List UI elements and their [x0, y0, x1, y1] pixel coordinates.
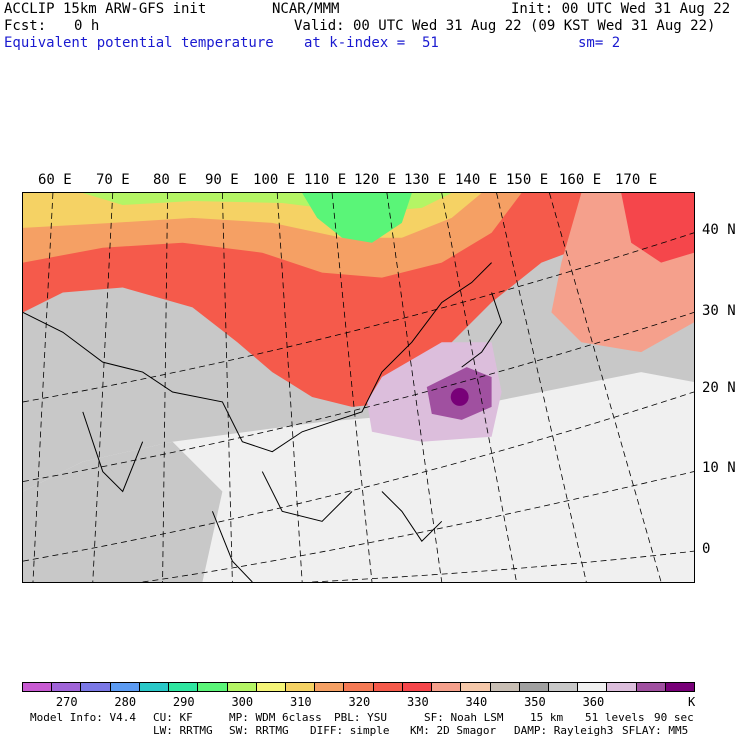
lon-label: 70 E	[96, 172, 130, 188]
lon-label: 160 E	[559, 172, 602, 188]
footer-sf: SF: Noah LSM	[424, 711, 504, 724]
lat-label: 40 N	[702, 222, 736, 238]
colorbar-swatch	[607, 683, 637, 691]
colorbar-swatch	[519, 683, 549, 691]
footer-levels: 51 levels	[585, 711, 645, 724]
footer-mp: MP: WDM 6class	[229, 711, 322, 724]
lon-label: 130 E	[404, 172, 447, 188]
footer-model-info: Model Info: V4.4	[30, 711, 136, 724]
coastlines	[23, 262, 503, 582]
colorbar-swatch	[227, 683, 257, 691]
lon-label: 170 E	[615, 172, 658, 188]
footer-sw: SW: RRTMG	[229, 724, 289, 737]
colorbar	[22, 682, 695, 692]
footer-pbl: PBL: YSU	[334, 711, 387, 724]
colorbar-tick-label: 320	[348, 695, 371, 709]
colorbar-swatch	[373, 683, 403, 691]
colorbar-tick-label: 270	[55, 695, 78, 709]
colorbar-swatch	[344, 683, 374, 691]
colorbar-tick-label: 310	[289, 695, 312, 709]
colorbar-tick-label: 280	[114, 695, 137, 709]
colorbar-swatch	[432, 683, 462, 691]
warm-band-330K	[23, 193, 694, 407]
forecast-hour: 0 h	[74, 18, 100, 34]
band-290K	[302, 193, 412, 243]
colorbar-swatch	[315, 683, 345, 691]
colorbar-swatch	[81, 683, 111, 691]
colorbar-tick-label: 330	[407, 695, 429, 709]
colorbar-swatch	[256, 683, 286, 691]
valid-time: Valid: 00 UTC Wed 31 Aug 22 (09 KST Wed …	[294, 18, 716, 34]
pacific-plume-core	[621, 193, 694, 263]
footer-damp: DAMP: Rayleigh3	[514, 724, 614, 737]
colorbar-swatch	[285, 683, 316, 691]
footer-timestep: 90 sec	[654, 711, 694, 724]
lon-label: 120 E	[354, 172, 397, 188]
lon-label: 100 E	[253, 172, 296, 188]
colorbar-swatch	[139, 683, 170, 691]
footer-lw: LW: RRTMG	[153, 724, 213, 737]
colorbar-tick-label: 360	[582, 695, 605, 709]
model-title: ACCLIP 15km ARW-GFS init	[4, 1, 207, 17]
lat-label: 0	[702, 541, 711, 557]
colorbar-swatch	[198, 683, 228, 691]
lon-label: 90 E	[205, 172, 239, 188]
init-time: Init: 00 UTC Wed 31 Aug 22	[511, 1, 731, 17]
colorbar-swatch	[169, 683, 199, 691]
footer-cu: CU: KF	[153, 711, 193, 724]
forecast-label: Fcst:	[4, 18, 47, 34]
lon-label: 110 E	[304, 172, 347, 188]
footer-sflay: SFLAY: MM5	[622, 724, 689, 737]
colorbar-tick-label: 300	[231, 695, 254, 709]
lon-label: 150 E	[506, 172, 549, 188]
colorbar-swatch	[548, 683, 579, 691]
field-name: Equivalent potential temperature	[4, 35, 274, 51]
colorbar-swatch	[636, 683, 666, 691]
footer-diff: DIFF: simple	[310, 724, 390, 737]
colorbar-tick-label: 350	[524, 695, 546, 709]
lon-label: 140 E	[455, 172, 498, 188]
lat-label: 10 N	[702, 460, 736, 476]
lat-label: 20 N	[702, 380, 736, 396]
colorbar-swatch	[110, 683, 140, 691]
footer-resolution: 15 km	[530, 711, 564, 724]
colorbar-tick-label: 340	[465, 695, 488, 709]
colorbar-swatch	[578, 683, 608, 691]
indian-ocean-region	[23, 441, 223, 582]
lon-label: 60 E	[38, 172, 72, 188]
lon-label: 80 E	[153, 172, 187, 188]
footer-km: KM: 2D Smagor	[410, 724, 497, 737]
colorbar-swatch	[490, 683, 520, 691]
typhoon-center	[450, 387, 469, 406]
colorbar-swatch	[402, 683, 433, 691]
map-graticule	[23, 193, 694, 582]
org-label: NCAR/MMM	[272, 1, 340, 17]
smoothing-value: sm= 2	[578, 35, 621, 51]
colorbar-swatch	[461, 683, 491, 691]
level-index: at k-index = 51	[304, 35, 439, 51]
colorbar-swatch	[665, 683, 695, 691]
colorbar-swatch	[23, 683, 53, 691]
lat-label: 30 N	[702, 303, 736, 319]
colorbar-unit: K	[688, 695, 696, 709]
colorbar-tick-label: 290	[172, 695, 195, 709]
colorbar-swatch	[52, 683, 82, 691]
theta-e-map	[22, 192, 695, 583]
